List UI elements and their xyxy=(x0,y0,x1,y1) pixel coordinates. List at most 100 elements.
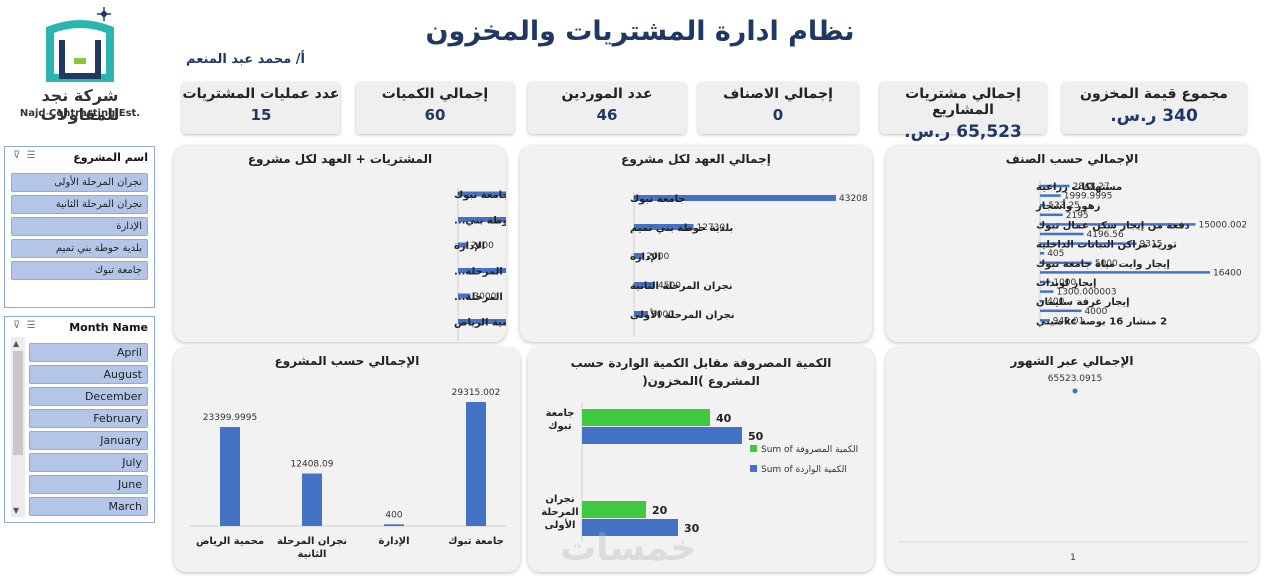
bar xyxy=(582,519,678,536)
slicer-item[interactable]: نجران المرحلة الثانية xyxy=(11,195,148,214)
data-label: 30 xyxy=(684,522,700,535)
slicer-item[interactable]: March xyxy=(29,497,148,516)
chart-panel-purchases-per-project: المشتريات + العهد لكل مشروع 2523.002جامع… xyxy=(174,146,506,342)
category-label: مستهلكات زراعية xyxy=(1036,182,1122,193)
clear-filter-icon[interactable]: ⊽ xyxy=(13,320,21,331)
bar xyxy=(1040,223,1196,226)
clear-filter-icon[interactable]: ⊽ xyxy=(13,150,21,161)
data-label: 23399.9995 xyxy=(203,413,257,423)
chart-panel-total-by-item: الإجمالي حسب الصنف 2848.27 مستهلكات زراعي… xyxy=(886,146,1258,342)
bar xyxy=(458,319,506,324)
tick-label: 1 xyxy=(1070,553,1076,563)
multi-select-icon[interactable]: ☰ xyxy=(26,150,36,161)
slicer-title: Month Name xyxy=(69,321,148,334)
chart-title: المشتريات + العهد لكل مشروع xyxy=(247,152,433,166)
bar xyxy=(582,427,742,444)
category-label: الإدارة xyxy=(630,252,661,263)
slicer-item[interactable]: جامعة تبوك xyxy=(11,261,148,280)
slicer-item[interactable]: January xyxy=(29,431,148,450)
multi-select-icon[interactable]: ☰ xyxy=(26,320,36,331)
bar xyxy=(302,473,322,526)
category-label: نجران المرحلة الثانية xyxy=(630,281,733,292)
data-label: 523.25 xyxy=(1048,201,1080,211)
data-label: 12408.09 xyxy=(291,460,334,470)
category-label: محمية الرياض xyxy=(196,536,264,547)
data-label: 2400 xyxy=(471,241,494,251)
kpi-value: 65,523 ر.س. xyxy=(904,122,1022,142)
page-title: نظام ادارة المشتريات والمخزون xyxy=(425,16,855,47)
kpi-purchase-count: عدد عمليات المشتريات 15 xyxy=(182,82,340,134)
data-label: 2000 xyxy=(646,252,669,262)
category-label: إيجار وايت مياه جامعة تبوك xyxy=(1036,259,1170,270)
slicer-tools: ⊽ ☰ xyxy=(13,150,36,161)
company-name-en: Najd Contracting Est. xyxy=(19,108,141,119)
kpi-value: 15 xyxy=(250,106,272,124)
bar xyxy=(582,501,646,518)
data-label: 3000 xyxy=(651,310,674,320)
scroll-down-icon[interactable]: ▼ xyxy=(13,506,20,515)
data-label: 400 xyxy=(1047,297,1064,307)
kpi-item-count: إجمالي الاصناف 0 xyxy=(698,82,858,134)
slicer-item[interactable]: April xyxy=(29,343,148,362)
slicer-item[interactable]: December xyxy=(29,387,148,406)
bar xyxy=(1040,319,1050,322)
bar xyxy=(1040,194,1061,197)
bar xyxy=(1040,213,1063,217)
scroll-thumb[interactable] xyxy=(13,351,23,455)
legend-label: Sum of الكمية المصروفة xyxy=(761,445,858,455)
bar xyxy=(458,293,471,299)
legend-swatch xyxy=(750,445,757,452)
bar xyxy=(458,191,506,197)
bar xyxy=(634,224,694,230)
chart-panel-total-by-project: الإجمالي حسب المشروع 23399.9995 12408.09 4… xyxy=(174,348,520,572)
legend-swatch xyxy=(750,465,757,472)
kpi-value: 46 xyxy=(596,106,618,124)
slicer-item[interactable]: July xyxy=(29,453,148,472)
slicer-item[interactable]: بلدية حوطة بني تميم xyxy=(11,239,148,258)
bar xyxy=(1040,251,1045,255)
category-label: زهور وأشجار xyxy=(1035,199,1101,212)
data-label: 4500 xyxy=(658,281,681,291)
chart-svg: 65523.0915 1 xyxy=(898,374,1248,563)
data-label: 4196.56 xyxy=(1087,230,1124,240)
category-label: محمية الرياض xyxy=(454,318,506,329)
scroll-up-icon[interactable]: ▲ xyxy=(13,339,20,348)
bar xyxy=(634,253,644,259)
slicer-tools: ⊽ ☰ xyxy=(13,320,36,331)
slicer-item[interactable]: June xyxy=(29,475,148,494)
bar xyxy=(466,402,486,526)
data-label: 2848.27 xyxy=(1073,182,1110,192)
data-label: 20 xyxy=(652,504,668,517)
data-label: 5000 xyxy=(1095,259,1118,269)
category-label: نجران المرحلة... xyxy=(454,292,506,303)
category-label: بلدية حوطة بني... xyxy=(454,216,506,227)
slicer-item[interactable]: نجران المرحلة الأولى xyxy=(11,173,148,192)
slicer-item[interactable]: August xyxy=(29,365,148,384)
data-point xyxy=(1072,388,1078,394)
bar xyxy=(1040,280,1051,284)
bar xyxy=(1040,261,1092,265)
data-label: 16400 xyxy=(1213,268,1242,278)
data-label: 400 xyxy=(385,510,402,520)
slicer-title: اسم المشروع xyxy=(73,151,148,164)
bar xyxy=(634,195,836,201)
watermark: خمسات xyxy=(560,528,697,569)
category-label: 2 منشار 16 بوصة kcصيني xyxy=(1036,316,1167,327)
kpi-supplier-count: عدد الموردين 46 xyxy=(528,82,686,134)
data-label: 1000 xyxy=(1053,278,1076,288)
slicer-item[interactable]: February xyxy=(29,409,148,428)
bar xyxy=(582,409,710,426)
slicer-item[interactable]: الإدارة xyxy=(11,217,148,236)
bar xyxy=(220,427,240,526)
kpi-value: 0 xyxy=(772,106,784,124)
bar xyxy=(458,242,468,248)
bar xyxy=(634,282,656,288)
chart-svg: 23399.9995 12408.09 400 29315.002 محمية الري… xyxy=(190,388,506,560)
data-label: 405 xyxy=(1047,249,1064,259)
bar xyxy=(1040,184,1070,188)
data-label: 9315 xyxy=(1140,240,1163,250)
kpi-label: إجمالي الاصناف xyxy=(723,86,833,102)
